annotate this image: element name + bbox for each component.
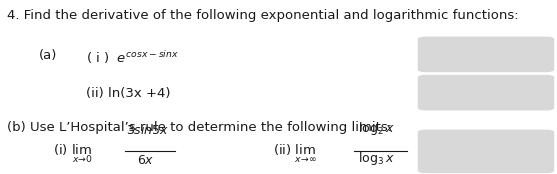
FancyBboxPatch shape <box>418 130 554 173</box>
Text: $\log_2 x$: $\log_2 x$ <box>358 120 394 137</box>
FancyBboxPatch shape <box>418 37 554 72</box>
Text: $3\mathit{sin5x}$: $3\mathit{sin5x}$ <box>126 124 169 137</box>
FancyBboxPatch shape <box>418 75 554 110</box>
Text: (ii) ln(3x +4): (ii) ln(3x +4) <box>86 87 171 100</box>
Text: (b) Use L’Hospital’s rule to determine the following limits:: (b) Use L’Hospital’s rule to determine t… <box>7 121 392 134</box>
Text: (ii) $\lim_{x\to\infty}$: (ii) $\lim_{x\to\infty}$ <box>273 143 317 165</box>
Text: $6x$: $6x$ <box>137 154 155 167</box>
Text: ( i )  $e^{\mathit{cosx}-\mathit{sinx}}$: ( i ) $e^{\mathit{cosx}-\mathit{sinx}}$ <box>86 49 179 66</box>
Text: (a): (a) <box>39 49 57 62</box>
Text: (i) $\lim_{x\to 0}$: (i) $\lim_{x\to 0}$ <box>53 143 92 165</box>
Text: $\log_3 x$: $\log_3 x$ <box>358 150 394 167</box>
Text: 4. Find the derivative of the following exponential and logarithmic functions:: 4. Find the derivative of the following … <box>7 9 519 22</box>
